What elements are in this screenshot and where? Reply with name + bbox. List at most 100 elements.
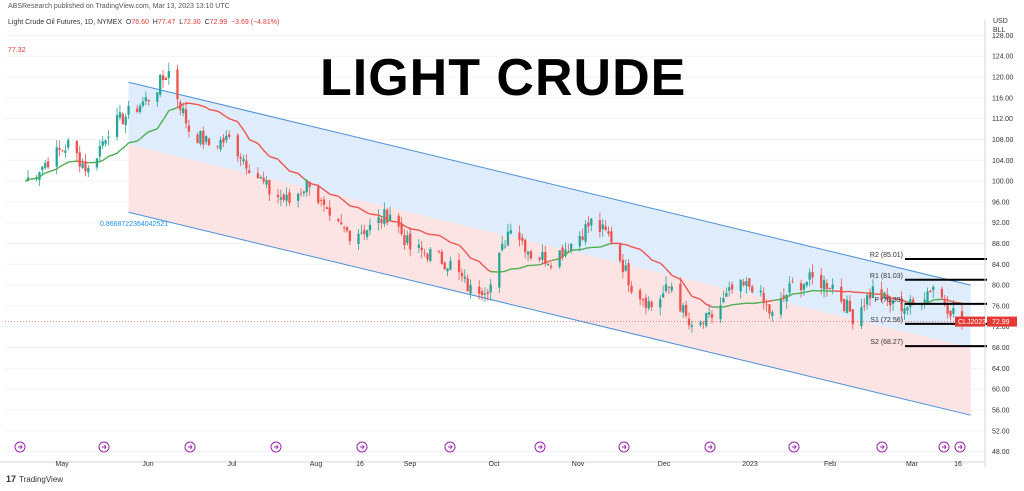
moving-average-segment <box>242 129 247 135</box>
moving-average-segment <box>470 257 480 263</box>
moving-average-segment <box>726 304 730 308</box>
moving-average-segment <box>168 107 178 112</box>
moving-average-segment <box>217 110 221 114</box>
unit-code: BLL <box>993 27 1006 34</box>
publisher-credit: ABSResearch published on TradingView.com… <box>8 3 230 10</box>
moving-average-segment <box>659 262 664 267</box>
footer-brand: 17 TradingView <box>6 474 63 484</box>
moving-average-segment <box>702 301 707 305</box>
candle-body <box>483 293 487 295</box>
moving-average-segment <box>225 116 230 120</box>
moving-average-segment <box>366 212 371 215</box>
moving-average-segment <box>947 299 951 302</box>
candle-body <box>478 286 481 294</box>
close-label: C <box>204 19 210 26</box>
moving-average-segment <box>228 117 239 123</box>
moving-average-segment <box>162 115 167 121</box>
candle-body <box>161 75 165 81</box>
moving-average-segment <box>369 213 379 216</box>
moving-average-segment <box>892 297 902 301</box>
candle-body <box>808 272 811 280</box>
price-axis-tick: 68.00 <box>992 345 1010 352</box>
candle-body <box>851 309 854 325</box>
price-axis-tick: 128.00 <box>992 33 1014 40</box>
candle-body <box>630 285 633 293</box>
time-axis-tick: Nov <box>572 461 585 468</box>
moving-average-segment <box>582 247 586 250</box>
candle-body <box>728 287 731 291</box>
candle-body <box>127 105 130 115</box>
moving-average-value: 77.32 <box>8 47 26 54</box>
moving-average-segment <box>62 163 66 166</box>
candle-body <box>641 299 645 301</box>
moving-average-segment <box>208 108 218 112</box>
candle-body <box>503 246 507 248</box>
moving-average-segment <box>688 291 693 297</box>
candle-body <box>725 292 728 297</box>
candle-body <box>547 263 550 265</box>
candle-body <box>386 209 389 223</box>
candle-body <box>570 243 573 251</box>
moving-average-segment <box>363 210 368 214</box>
candle-body <box>751 286 754 293</box>
instrument-name[interactable]: Light Crude Oil Futures, 1D, NYMEX <box>8 19 122 26</box>
candle-body <box>239 157 242 159</box>
moving-average-segment <box>27 177 37 181</box>
candle-body <box>785 294 788 302</box>
candle-body <box>598 220 602 233</box>
moving-average-segment <box>177 105 181 109</box>
candle-body <box>524 239 527 253</box>
moving-average-segment <box>139 135 144 140</box>
price-axis-tick: 76.00 <box>992 303 1010 310</box>
moving-average-segment <box>705 303 710 307</box>
moving-average-segment <box>691 295 701 301</box>
moving-average-segment <box>685 287 690 293</box>
moving-average-segment <box>708 305 713 308</box>
moving-average-segment <box>156 123 161 130</box>
candle-body <box>216 146 219 148</box>
moving-average-segment <box>237 121 242 127</box>
candle-body <box>159 74 162 95</box>
candle-body <box>480 291 484 296</box>
candle-body <box>705 313 708 326</box>
moving-average-segment <box>662 265 667 270</box>
moving-average-segment <box>159 119 164 125</box>
candle-body <box>64 150 67 153</box>
candle-body <box>282 194 285 200</box>
candle-body <box>147 99 150 102</box>
candle-body <box>759 290 762 293</box>
moving-average-segment <box>665 268 670 273</box>
moving-average-segment <box>136 138 141 142</box>
candle-body <box>802 284 806 290</box>
high-value: 77.47 <box>157 19 176 26</box>
moving-average-segment <box>789 293 793 297</box>
candle-body <box>308 181 311 188</box>
moving-average-segment <box>260 146 265 151</box>
time-axis-tick: 16 <box>954 461 962 468</box>
time-axis-tick: Aug <box>310 461 323 468</box>
price-axis-tick: 108.00 <box>992 137 1014 144</box>
moving-average-segment <box>125 142 130 147</box>
moving-average-segment <box>128 140 138 144</box>
time-axis-tick: 2023 <box>742 461 758 468</box>
candle-body <box>932 286 935 291</box>
moving-average-segment <box>519 266 523 270</box>
moving-average-segment <box>866 292 871 295</box>
candle-body <box>463 276 466 279</box>
moving-average-segment <box>729 304 733 307</box>
candle-body <box>638 290 642 300</box>
candle-body <box>486 292 489 294</box>
candle-body <box>768 304 771 314</box>
candle-body <box>687 318 691 326</box>
moving-average-segment <box>481 263 486 268</box>
moving-average-segment <box>510 267 520 270</box>
moving-average-segment <box>628 244 632 248</box>
moving-average-segment <box>547 260 552 263</box>
candle-body <box>184 109 188 124</box>
candle-body <box>276 194 280 197</box>
moving-average-segment <box>458 244 463 249</box>
price-axis-tick: 100.00 <box>992 179 1014 186</box>
moving-average-segment <box>47 168 57 173</box>
moving-average-segment <box>780 297 785 300</box>
